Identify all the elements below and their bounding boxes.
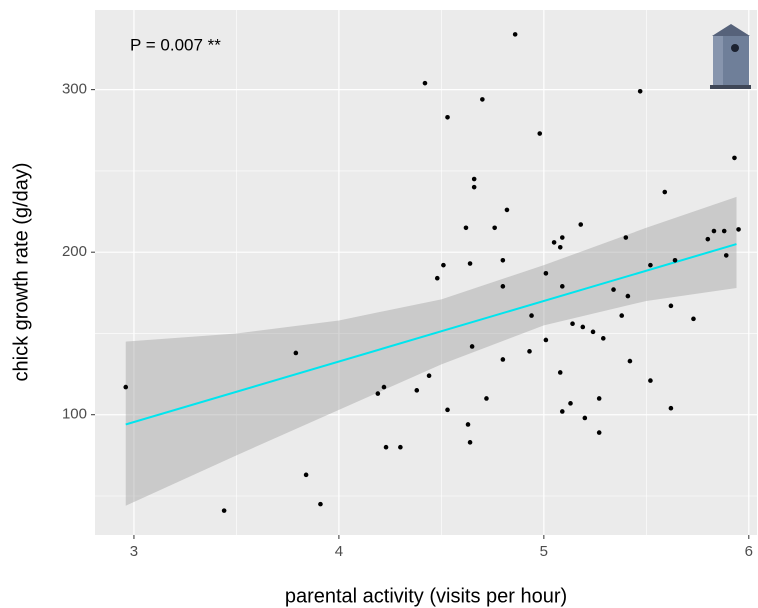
data-point (559, 284, 565, 289)
data-point (578, 222, 584, 227)
data-point (383, 444, 389, 450)
data-point (445, 114, 450, 120)
data-point (705, 236, 711, 242)
x-tick-label: 6 (745, 543, 753, 560)
data-point (625, 293, 631, 299)
x-tick-label: 3 (130, 543, 138, 560)
x-tick-label: 5 (540, 543, 548, 560)
data-point (471, 184, 477, 190)
y-tick-label: 200 (62, 243, 87, 260)
data-point (551, 240, 557, 245)
annotation: P = 0.007 ** (130, 35, 221, 54)
data-point (559, 235, 565, 240)
data-point (480, 97, 485, 102)
data-point (732, 155, 737, 161)
x-axis-title: parental activity (visits per hour) (285, 585, 567, 607)
data-point (467, 261, 473, 266)
data-point (648, 262, 653, 268)
data-point (318, 501, 323, 507)
data-point (559, 409, 565, 414)
data-point (303, 472, 309, 478)
data-point (221, 508, 227, 513)
data-point (469, 344, 475, 349)
data-point (596, 430, 602, 435)
x-tick-label: 4 (335, 543, 343, 560)
data-point (619, 313, 625, 318)
data-point (668, 405, 674, 411)
data-point (637, 88, 643, 94)
data-point (623, 235, 629, 240)
data-point (398, 444, 403, 450)
data-point (648, 378, 653, 383)
y-tick-label: 300 (62, 81, 87, 98)
data-point (600, 336, 606, 341)
data-point (527, 349, 532, 354)
data-point (543, 337, 549, 343)
data-point (672, 258, 678, 263)
data-point (543, 271, 549, 276)
data-point (500, 258, 506, 263)
fit-line (125, 243, 737, 426)
data-point (445, 407, 450, 413)
data-point (123, 384, 129, 390)
data-point (414, 388, 420, 393)
y-axis-title: chick growth rate (g/day) (10, 163, 32, 382)
data-point (504, 207, 510, 213)
data-point (500, 357, 506, 362)
data-point (375, 391, 381, 396)
data-point (580, 324, 586, 330)
data-point (441, 262, 446, 268)
data-point (627, 358, 633, 364)
data-point (500, 284, 506, 289)
data-point (711, 228, 717, 234)
data-point (723, 253, 729, 258)
data-point (582, 415, 588, 421)
data-point (721, 228, 727, 234)
data-point (381, 384, 387, 390)
data-point (426, 373, 432, 379)
data-point (736, 227, 741, 232)
data-point (590, 329, 596, 335)
confidence-band (125, 196, 737, 506)
data-point (568, 401, 573, 406)
data-point (471, 176, 477, 182)
birdhouse-icon (710, 24, 751, 89)
data-point (529, 313, 534, 318)
data-point (492, 225, 497, 231)
data-point (434, 275, 440, 281)
plot-panel (95, 10, 757, 535)
data-point (422, 80, 428, 86)
data-point (463, 225, 469, 231)
data-point (465, 422, 471, 427)
data-point (570, 321, 575, 326)
data-point (691, 316, 696, 322)
plot-layer (95, 10, 757, 535)
data-point (512, 32, 518, 37)
data-point (596, 396, 602, 401)
data-point (662, 189, 668, 195)
y-tick-label: 100 (62, 406, 87, 423)
data-point (537, 131, 543, 136)
data-point (293, 350, 299, 356)
data-point (467, 440, 473, 445)
data-point (611, 287, 616, 292)
data-point (668, 303, 674, 309)
data-point (557, 245, 563, 250)
data-point (484, 396, 489, 401)
data-point (557, 370, 563, 375)
